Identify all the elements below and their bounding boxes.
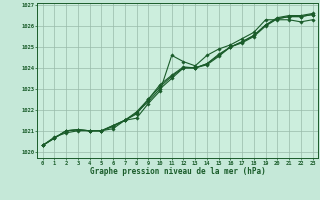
X-axis label: Graphe pression niveau de la mer (hPa): Graphe pression niveau de la mer (hPa): [90, 167, 266, 176]
